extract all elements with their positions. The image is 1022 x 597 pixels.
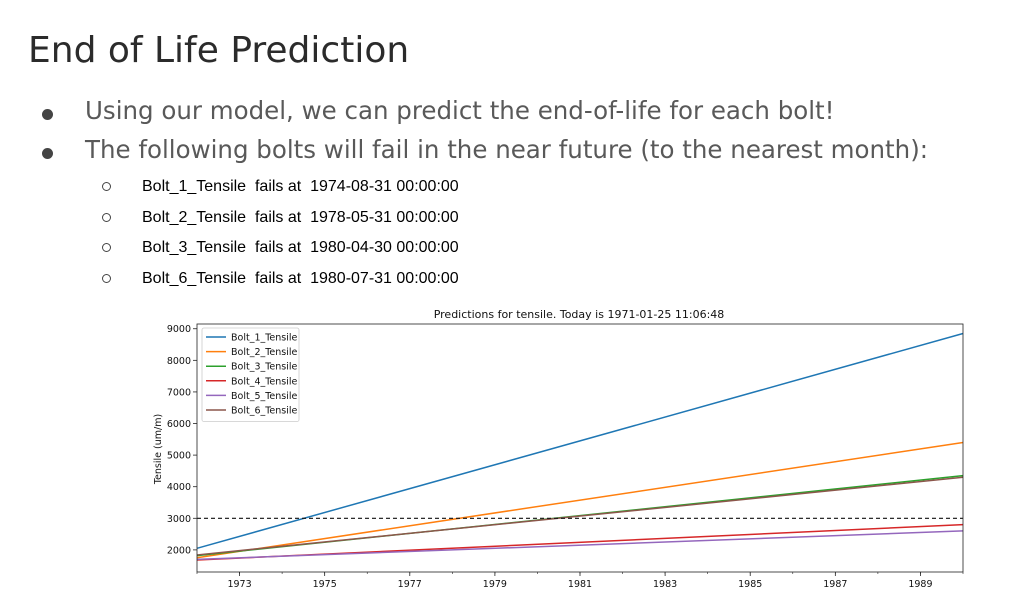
y-tick-label: 3000 [167,514,191,525]
bullet-dot-icon [42,109,53,120]
failure-bolt: Bolt_3_Tensile [142,239,247,256]
plot-frame [196,323,964,573]
failure-verb: fails at [254,208,302,226]
series-line-bolt-6-tensile [196,476,964,556]
y-axis-label: Tensile (um/m) [153,414,164,485]
series-line-bolt-2-tensile [196,441,964,559]
legend-label: Bolt_5_Tensile [231,391,298,402]
failure-date: 1980-04-30 00:00:00 [310,239,459,256]
y-tick-label: 7000 [167,387,191,398]
x-tick-label: 1985 [738,579,762,590]
failure-date: 1974-08-31 00:00:00 [310,178,459,195]
y-tick-label: 8000 [167,356,191,367]
legend-label: Bolt_4_Tensile [231,376,298,387]
y-tick-label: 5000 [167,451,191,462]
chart-title: Predictions for tensile. Today is 1971-0… [434,308,725,321]
legend-label: Bolt_2_Tensile [231,347,298,358]
series-line-bolt-5-tensile [196,530,964,561]
slide-title: End of Life Prediction [28,30,410,71]
legend-box [201,327,300,422]
bullet-text: The following bolts will fail in the nea… [85,135,929,164]
legend-label: Bolt_1_Tensile [231,333,298,344]
x-tick-label: 1979 [483,579,507,590]
failure-text: Bolt_1_Tensile fails at 1974-08-31 00:00… [142,178,459,196]
y-tick-label: 9000 [167,324,191,335]
hollow-bullet-icon [102,182,111,191]
failure-text: Bolt_3_Tensile fails at 1980-04-30 00:00… [142,239,459,257]
hollow-bullet-icon [102,243,111,252]
hollow-bullet-icon [102,212,111,222]
hollow-bullet-icon [102,273,111,283]
y-tick-label: 6000 [167,419,191,430]
x-tick-label: 1977 [398,579,422,590]
bullet-dot-icon [42,148,53,159]
legend-label: Bolt_3_Tensile [231,362,298,373]
y-tick-label: 4000 [167,482,191,493]
failure-text: Bolt_2_Tensile fails at 1978-05-31 00:00… [142,209,459,227]
failure-bolt: Bolt_1_Tensile [142,178,247,195]
failure-date: 1978-05-31 00:00:00 [310,208,459,226]
y-tick-label: 2000 [167,545,191,556]
legend-label: Bolt_6_Tensile [231,406,298,417]
failure-bolt: Bolt_2_Tensile [142,208,247,226]
chart-legend: Bolt_1_Tensile Bolt_2_Tensile Bolt_3_Tensi… [201,327,300,422]
tensile-prediction-chart: Predictions for tensile. Today is 1971-0… [153,308,964,590]
x-tick-label: 1981 [568,579,592,590]
failure-verb: fails at [254,269,302,287]
x-tick-label: 1973 [227,579,251,590]
failure-bolt: Bolt_6_Tensile [142,269,247,287]
series-line-bolt-1-tensile [196,332,964,550]
failure-verb: fails at [254,178,302,195]
x-tick-label: 1989 [908,579,932,590]
axis-ticks: 1973 1975 1977 1979 1981 1983 1985 1987 1989 2000… [167,324,964,590]
x-tick-label: 1975 [313,579,337,590]
failure-text: Bolt_6_Tensile fails at 1980-07-31 00:00… [142,270,459,288]
failure-date: 1980-07-31 00:00:00 [310,269,459,287]
bullet-text: Using our model, we can predict the end-… [85,96,835,125]
series-lines [196,332,964,561]
x-tick-label: 1983 [653,579,677,590]
x-tick-label: 1987 [823,579,847,590]
failure-verb: fails at [254,239,302,256]
